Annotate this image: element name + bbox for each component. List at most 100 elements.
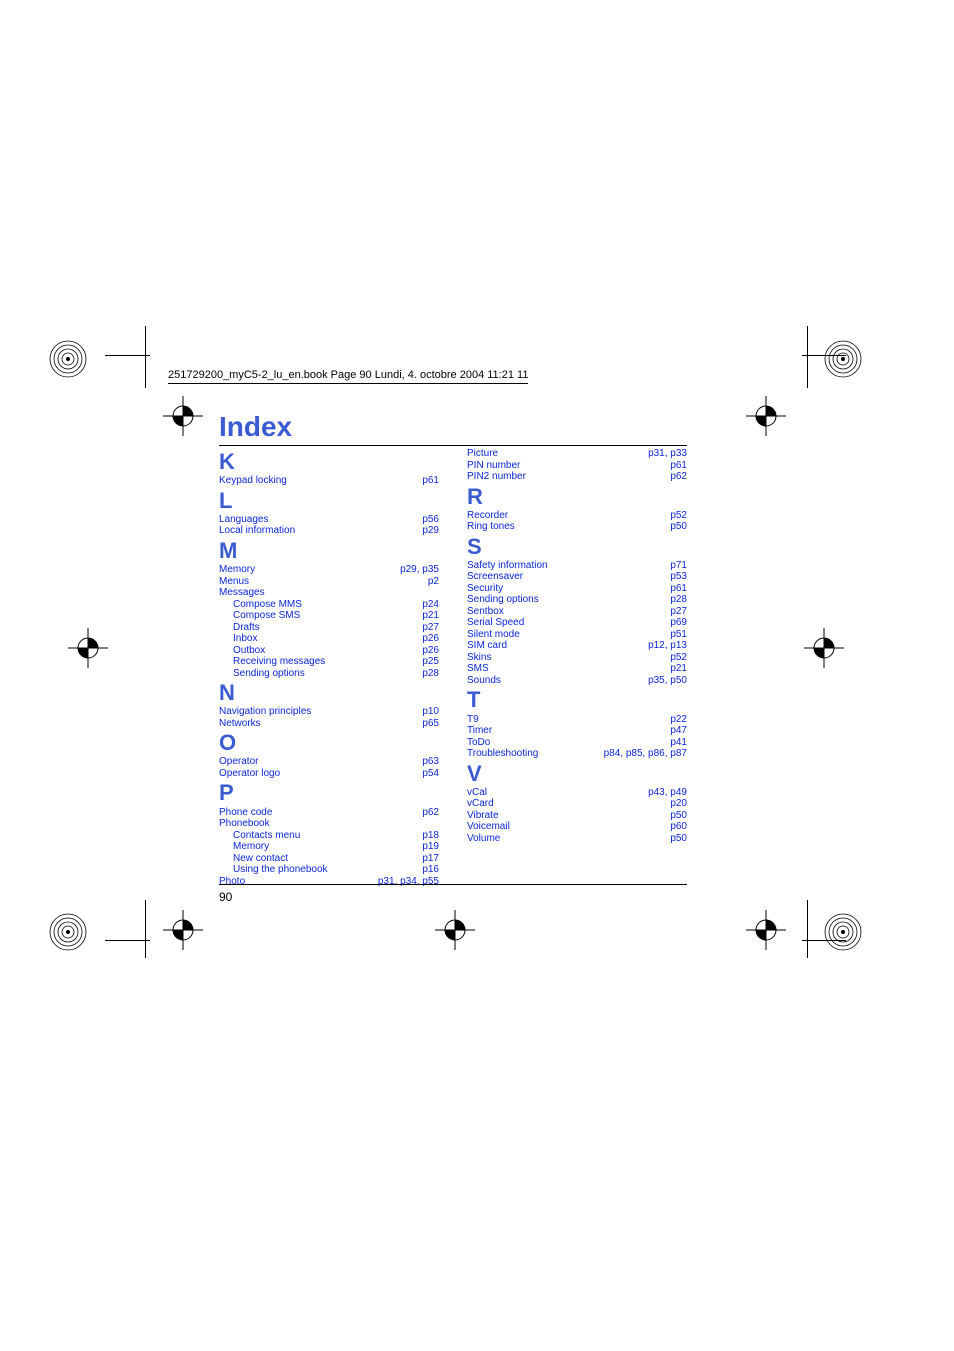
index-link[interactable]: vCard [467,798,494,810]
index-pages[interactable]: p53 [670,571,687,583]
index-link[interactable]: Vibrate [467,810,499,822]
index-pages[interactable]: p63 [422,756,439,768]
index-pages[interactable]: p65 [422,718,439,730]
index-link[interactable]: Keypad locking [219,475,287,487]
crop-line [105,355,150,356]
footer-rule [219,884,687,885]
index-link[interactable]: Sentbox [467,606,504,618]
index-pages[interactable]: p18 [422,830,439,842]
index-link[interactable]: Safety information [467,560,548,572]
index-link[interactable]: Messages [219,587,265,599]
index-link[interactable]: Menus [219,576,249,588]
index-link[interactable]: Operator [219,756,258,768]
index-pages[interactable]: p28 [670,594,687,606]
index-pages[interactable]: p50 [670,833,687,845]
index-link[interactable]: PIN number [467,460,520,472]
index-pages[interactable]: p51 [670,629,687,641]
index-link[interactable]: Sending options [467,594,539,606]
index-pages[interactable]: p47 [670,725,687,737]
index-link[interactable]: Volume [467,833,500,845]
index-pages[interactable]: p17 [422,853,439,865]
index-pages[interactable]: p24 [422,599,439,611]
index-link[interactable]: Sending options [233,668,305,680]
index-pages[interactable]: p27 [422,622,439,634]
index-pages[interactable]: p61 [670,460,687,472]
index-link[interactable]: Contacts menu [233,830,300,842]
index-link[interactable]: Using the phonebook [233,864,328,876]
crop-line [807,900,808,958]
index-link[interactable]: Phonebook [219,818,270,830]
index-link[interactable]: Ring tones [467,521,515,533]
index-link[interactable]: Timer [467,725,492,737]
index-pages[interactable]: p62 [422,807,439,819]
index-pages[interactable]: p21 [422,610,439,622]
index-pages[interactable]: p19 [422,841,439,853]
index-link[interactable]: Inbox [233,633,257,645]
index-link[interactable]: Drafts [233,622,260,634]
index-link[interactable]: Sounds [467,675,501,687]
index-pages[interactable]: p12, p13 [648,640,687,652]
index-pages[interactable]: p29 [422,525,439,537]
index-pages[interactable]: p16 [422,864,439,876]
index-link[interactable]: Security [467,583,503,595]
index-pages[interactable]: p62 [670,471,687,483]
index-pages[interactable]: p26 [422,645,439,657]
index-link[interactable]: Troubleshooting [467,748,538,760]
index-pages[interactable]: p22 [670,714,687,726]
crosshair-mark [746,910,786,950]
index-pages[interactable]: p27 [670,606,687,618]
index-pages[interactable]: p10 [422,706,439,718]
index-pages[interactable]: p52 [670,652,687,664]
index-pages[interactable]: p35, p50 [648,675,687,687]
index-pages[interactable]: p43, p49 [648,787,687,799]
index-link[interactable]: Photo [219,876,245,888]
index-pages[interactable]: p50 [670,810,687,822]
index-pages[interactable]: p21 [670,663,687,675]
index-link[interactable]: Outbox [233,645,265,657]
index-link[interactable]: Screensaver [467,571,523,583]
index-link[interactable]: Memory [219,564,255,576]
index-pages[interactable]: p71 [670,560,687,572]
index-link[interactable]: Serial Speed [467,617,524,629]
index-link[interactable]: Receiving messages [233,656,325,668]
index-pages[interactable]: p31, p33 [648,448,687,460]
index-pages[interactable]: p56 [422,514,439,526]
index-pages[interactable]: p26 [422,633,439,645]
index-pages[interactable]: p50 [670,521,687,533]
index-pages[interactable]: p52 [670,510,687,522]
index-pages[interactable]: p28 [422,668,439,680]
index-link[interactable]: Navigation principles [219,706,311,718]
index-link[interactable]: Silent mode [467,629,520,641]
index-pages[interactable]: p60 [670,821,687,833]
index-link[interactable]: Compose SMS [233,610,300,622]
index-pages[interactable]: p41 [670,737,687,749]
index-link[interactable]: vCal [467,787,487,799]
index-link[interactable]: Local information [219,525,295,537]
index-pages[interactable]: p84, p85, p86, p87 [604,748,687,760]
index-link[interactable]: T9 [467,714,479,726]
index-pages[interactable]: p69 [670,617,687,629]
index-pages[interactable]: p61 [422,475,439,487]
index-link[interactable]: Networks [219,718,261,730]
index-link[interactable]: PIN2 number [467,471,526,483]
index-pages[interactable]: p61 [670,583,687,595]
index-link[interactable]: Skins [467,652,491,664]
index-link[interactable]: SIM card [467,640,507,652]
index-link[interactable]: Memory [233,841,269,853]
index-pages[interactable]: p29, p35 [400,564,439,576]
index-link[interactable]: Recorder [467,510,508,522]
index-link[interactable]: Languages [219,514,269,526]
index-pages[interactable]: p31, p34, p55 [378,876,439,888]
index-link[interactable]: Voicemail [467,821,510,833]
index-pages[interactable]: p54 [422,768,439,780]
index-pages[interactable]: p20 [670,798,687,810]
index-link[interactable]: Compose MMS [233,599,302,611]
index-link[interactable]: Phone code [219,807,272,819]
index-link[interactable]: New contact [233,853,288,865]
index-link[interactable]: Operator logo [219,768,280,780]
index-pages[interactable]: p25 [422,656,439,668]
index-link[interactable]: ToDo [467,737,490,749]
index-pages[interactable]: p2 [428,576,439,588]
index-link[interactable]: Picture [467,448,498,460]
index-link[interactable]: SMS [467,663,489,675]
